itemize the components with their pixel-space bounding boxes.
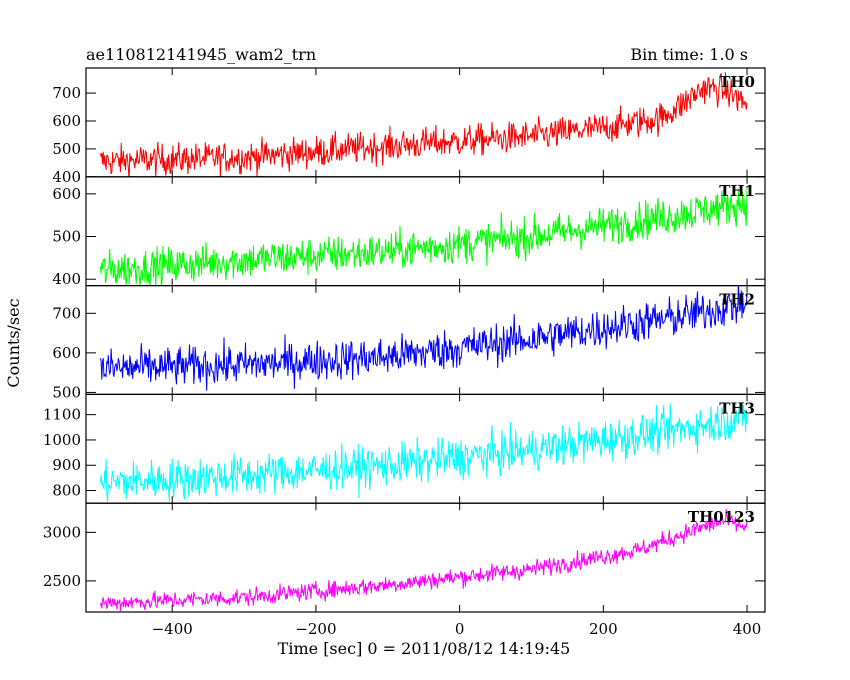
y-tick-label: 800 (52, 482, 81, 500)
series-line-th1 (99, 186, 748, 286)
y-tick-label: 600 (52, 112, 81, 130)
panel-th2: 500 600 700 TH2 (52, 285, 766, 401)
panel-label-th2: TH2 (719, 291, 755, 309)
x-tick-label: 200 (589, 620, 618, 638)
panel-label-th1: TH1 (719, 182, 755, 200)
x-tick-label: 400 (733, 620, 762, 638)
panel-frame (85, 176, 766, 287)
panel-th3: 800 900 1000 1100 TH3 (43, 393, 766, 504)
y-tick-label: 1100 (43, 406, 81, 424)
y-tick-label: 700 (52, 304, 81, 322)
panels-group: 400 500 600 700 TH0 400 500 600 TH1 500 600 700 TH2 8… (43, 67, 766, 613)
panel-th0: 400 500 600 700 TH0 (52, 67, 766, 186)
bin-time-label: Bin time: 1.0 s (630, 45, 748, 64)
panel-th0123: 2500 3000 TH0123 (43, 502, 766, 613)
x-tick-label: −200 (295, 620, 336, 638)
y-tick-label: 900 (52, 456, 81, 474)
y-tick-label: 2500 (43, 572, 81, 590)
panel-frame (85, 67, 766, 178)
y-tick-label: 400 (52, 270, 81, 288)
panel-label-th0123: TH0123 (688, 508, 755, 526)
series-line-th0 (99, 72, 748, 177)
y-tick-label: 400 (52, 168, 81, 186)
chart-title: ae110812141945_wam2_trn (86, 45, 316, 64)
x-tick-label: 0 (455, 620, 465, 638)
panel-th1: 400 500 600 TH1 (52, 176, 766, 288)
panel-frame (85, 285, 766, 396)
panel-label-th3: TH3 (719, 399, 755, 417)
y-axis-label: Counts/sec (4, 298, 23, 387)
y-tick-label: 500 (52, 140, 81, 158)
panel-label-th0: TH0 (719, 73, 755, 91)
y-tick-label: 600 (52, 344, 81, 362)
x-axis-label: Time [sec] 0 = 2011/08/12 14:19:45 (278, 639, 571, 658)
y-tick-label: 1000 (43, 431, 81, 449)
y-tick-label: 700 (52, 84, 81, 102)
y-tick-label: 600 (52, 185, 81, 203)
x-tick-label: −400 (152, 620, 193, 638)
series-line-th2 (99, 285, 748, 391)
y-tick-label: 500 (52, 383, 81, 401)
y-tick-label: 3000 (43, 523, 81, 541)
y-tick-label: 500 (52, 228, 81, 246)
panel-frame (85, 502, 766, 613)
x-axis: −400 −200 0 200 400 (152, 620, 762, 638)
series-line-th0123 (99, 508, 748, 612)
series-line-th3 (99, 401, 748, 502)
